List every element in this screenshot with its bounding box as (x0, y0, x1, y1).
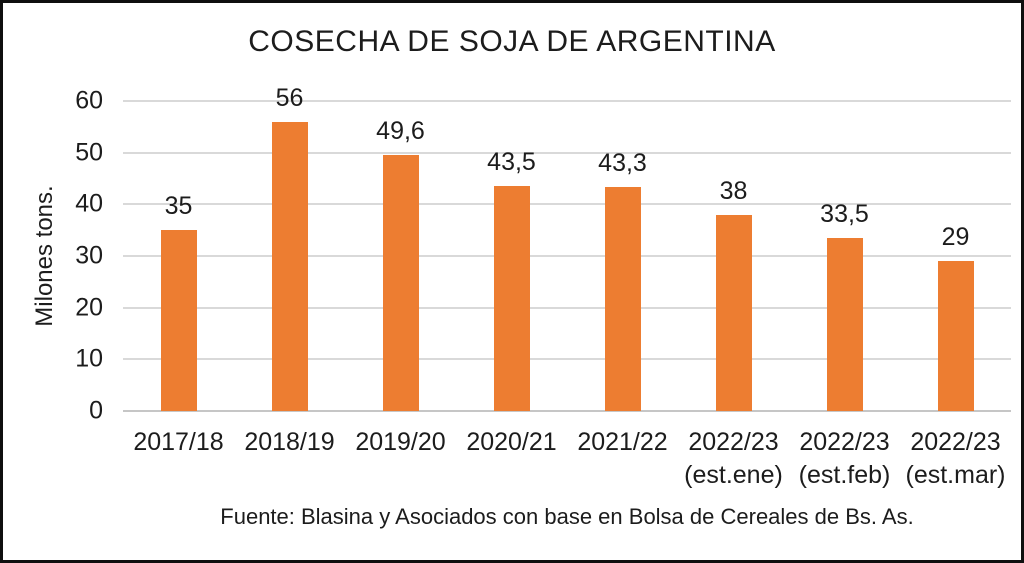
value-label-3: 43,5 (487, 148, 536, 177)
bar-2020-21 (493, 186, 530, 411)
y-tick-label-50: 50 (75, 138, 103, 167)
x-label-3: 2020/21 (456, 426, 567, 492)
bar-slot-0: 35 (123, 101, 234, 411)
gridline-y-20 (123, 306, 1011, 309)
x-label-estimate-6: (est.feb) (798, 461, 891, 489)
value-label-0: 35 (164, 192, 193, 221)
gridline-y-0 (123, 410, 1011, 412)
x-axis-labels: 2017/18 2018/19 2019/20 2020/21 2021/22 2022/… (123, 426, 1011, 492)
x-label-year-5: 2022/23 (688, 428, 779, 456)
y-tick-label-60: 60 (75, 86, 103, 115)
bar-2017-18 (160, 230, 197, 411)
gridline-y-30 (123, 255, 1011, 257)
bar-slot-1: 56 (234, 84, 345, 411)
value-label-4: 43,3 (598, 149, 647, 178)
value-label-5: 38 (719, 176, 748, 205)
y-tick-label-40: 40 (75, 189, 103, 218)
y-axis-title: Milones tons. (31, 185, 58, 327)
x-label-estimate-7: (est.mar) (905, 461, 1006, 489)
chart-title: COSECHA DE SOJA DE ARGENTINA (248, 25, 776, 58)
y-tick-label-30: 30 (75, 241, 103, 270)
bar-series: 35 56 49,6 43,5 43,3 38 33,5 29 (123, 84, 1011, 411)
bar-2019-20 (382, 154, 419, 411)
y-tick-label-10: 10 (75, 344, 103, 373)
x-label-0: 2017/18 (123, 426, 234, 492)
x-label-4: 2021/22 (567, 426, 678, 492)
bar-2022-23-estfeb (826, 237, 863, 411)
x-label-estimate-5: (est.ene) (684, 461, 783, 489)
bar-2018-19 (271, 121, 308, 411)
bar-2021-22 (604, 187, 641, 411)
value-label-2: 49,6 (376, 116, 425, 145)
bar-slot-2: 49,6 (345, 101, 456, 411)
x-label-year-6: 2022/23 (799, 428, 890, 456)
x-label-year-7: 2022/23 (910, 428, 1001, 456)
x-label-year-1: 2018/19 (244, 428, 335, 456)
bar-2022-23-estmar (937, 261, 974, 411)
x-label-year-0: 2017/18 (133, 428, 224, 456)
y-tick-label-20: 20 (75, 293, 103, 322)
gridline-y-40 (123, 203, 1011, 206)
bar-slot-7: 29 (900, 101, 1011, 411)
x-label-year-4: 2021/22 (577, 428, 668, 456)
source-note: Fuente: Blasina y Asociados con base en … (220, 504, 914, 529)
x-label-2: 2019/20 (345, 426, 456, 492)
bar-slot-4: 43,3 (567, 101, 678, 411)
x-label-6: 2022/23 (est.feb) (789, 426, 900, 492)
x-label-year-2: 2019/20 (355, 428, 446, 456)
x-label-7: 2022/23 (est.mar) (900, 426, 1011, 492)
plot-area: 0 10 20 30 40 50 60 35 56 49,6 43,5 43,3 38 33,5 29 (75, 84, 1011, 425)
x-label-1: 2018/19 (234, 426, 345, 492)
bar-slot-3: 43,5 (456, 101, 567, 411)
gridline-y-10 (123, 358, 1011, 361)
gridline-y-60 (123, 100, 1011, 102)
x-label-5: 2022/23 (est.ene) (678, 426, 789, 492)
value-label-6: 33,5 (820, 199, 869, 228)
bar-2022-23-estene (715, 214, 752, 411)
value-label-1: 56 (275, 83, 304, 112)
y-tick-label-0: 0 (89, 396, 103, 425)
bar-slot-6: 33,5 (789, 101, 900, 411)
bar-slot-5: 38 (678, 101, 789, 411)
gridline-y-50 (123, 151, 1011, 154)
x-label-year-3: 2020/21 (466, 428, 557, 456)
value-label-7: 29 (941, 223, 970, 252)
